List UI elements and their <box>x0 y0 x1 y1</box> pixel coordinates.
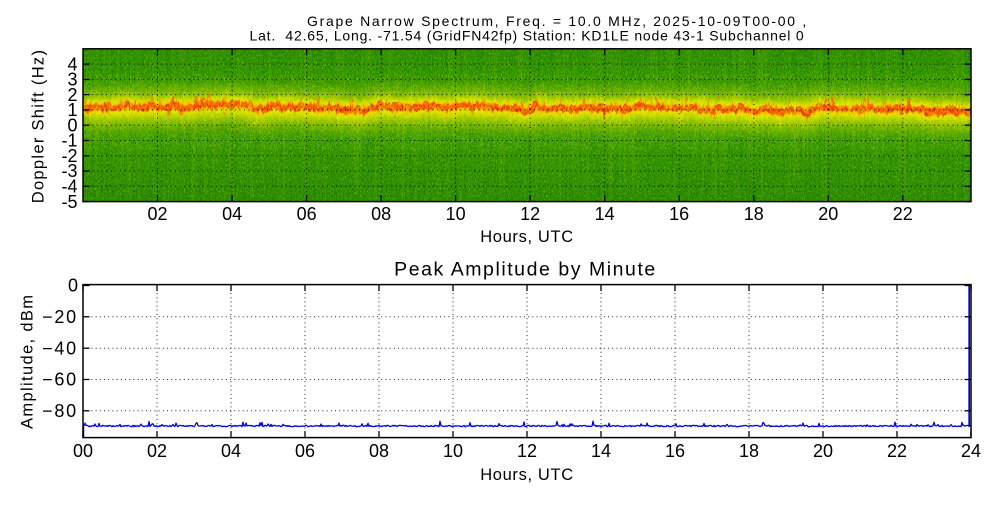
svg-text:18: 18 <box>744 204 764 224</box>
svg-text:Amplitude, dBm: Amplitude, dBm <box>19 294 37 429</box>
svg-text:22: 22 <box>893 204 913 224</box>
svg-text:04: 04 <box>222 204 242 224</box>
svg-text:Peak Amplitude by Minute: Peak Amplitude by Minute <box>394 259 657 281</box>
svg-text:-5: -5 <box>61 192 77 212</box>
svg-text:12: 12 <box>520 204 540 224</box>
svg-text:06: 06 <box>295 441 315 461</box>
svg-text:10: 10 <box>446 204 466 224</box>
svg-text:−60: −60 <box>42 370 78 390</box>
svg-text:14: 14 <box>595 204 615 224</box>
svg-text:Lat. 42.65, Long. -71.54 (Gri: Lat. 42.65, Long. -71.54 (GridFN42fp) St… <box>249 28 804 44</box>
svg-text:04: 04 <box>221 441 241 461</box>
svg-text:24: 24 <box>961 441 981 461</box>
svg-text:16: 16 <box>669 204 689 224</box>
svg-text:Hours, UTC: Hours, UTC <box>480 466 574 484</box>
svg-text:−80: −80 <box>42 401 78 421</box>
svg-text:08: 08 <box>369 441 389 461</box>
svg-text:−20: −20 <box>42 307 78 327</box>
svg-text:02: 02 <box>147 204 167 224</box>
svg-text:16: 16 <box>665 441 685 461</box>
svg-text:06: 06 <box>297 204 317 224</box>
svg-text:-4: -4 <box>61 177 77 197</box>
svg-text:-2: -2 <box>61 146 77 166</box>
svg-text:0: 0 <box>68 276 78 296</box>
svg-text:1: 1 <box>67 100 77 120</box>
svg-text:20: 20 <box>813 441 833 461</box>
svg-text:02: 02 <box>147 441 167 461</box>
svg-text:Hours, UTC: Hours, UTC <box>480 228 574 246</box>
svg-text:12: 12 <box>517 441 537 461</box>
svg-text:22: 22 <box>887 441 907 461</box>
svg-text:00: 00 <box>73 441 93 461</box>
svg-text:18: 18 <box>739 441 759 461</box>
svg-text:-3: -3 <box>61 161 77 181</box>
svg-text:08: 08 <box>371 204 391 224</box>
svg-text:3: 3 <box>67 70 77 90</box>
svg-text:Grape Narrow Spectrum, Freq. =: Grape Narrow Spectrum, Freq. = 10.0 MHz,… <box>307 13 808 29</box>
svg-text:0: 0 <box>67 115 77 135</box>
svg-text:20: 20 <box>818 204 838 224</box>
svg-text:−40: −40 <box>42 338 78 358</box>
svg-text:14: 14 <box>591 441 611 461</box>
svg-text:-1: -1 <box>61 131 77 151</box>
svg-text:10: 10 <box>443 441 463 461</box>
svg-text:4: 4 <box>67 54 77 74</box>
svg-text:2: 2 <box>67 85 77 105</box>
svg-text:Doppler Shift (Hz): Doppler Shift (Hz) <box>30 49 48 204</box>
